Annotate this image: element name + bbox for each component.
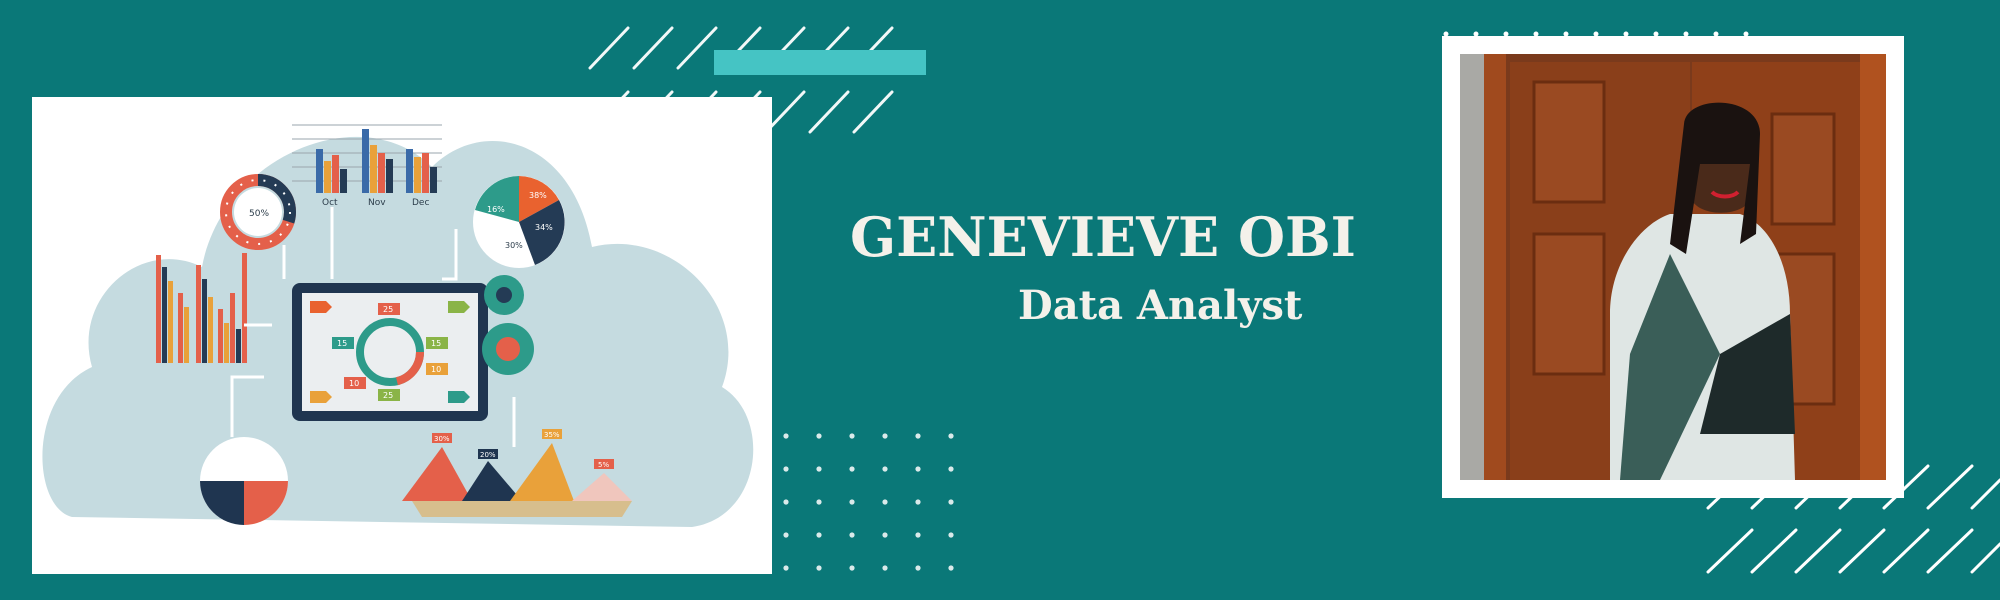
profile-name: GENEVIEVE OBI bbox=[850, 205, 1356, 269]
tablet-number-6: 25 bbox=[383, 391, 393, 400]
dot bbox=[948, 565, 954, 571]
accent-bar bbox=[714, 50, 926, 75]
dot bbox=[882, 532, 888, 538]
dot bbox=[783, 532, 789, 538]
mountain-label-4: 5% bbox=[598, 461, 609, 469]
dot bbox=[816, 532, 822, 538]
pie-label-1: 38% bbox=[529, 191, 547, 200]
bottom-pie-chart bbox=[200, 437, 288, 525]
dot bbox=[849, 565, 855, 571]
gear-icons bbox=[482, 275, 534, 375]
dot bbox=[816, 499, 822, 505]
mountain-chart: 30% 20% 35% 5% bbox=[402, 429, 632, 517]
vertical-bars bbox=[156, 253, 247, 363]
data-analytics-illustration: Oct Nov Dec 50% 38% 16% 34% bbox=[32, 97, 772, 574]
bar-label-oct: Oct bbox=[322, 198, 338, 208]
dot bbox=[882, 499, 888, 505]
tablet: 25 15 15 10 10 25 bbox=[292, 283, 488, 421]
dot bbox=[915, 433, 921, 439]
tablet-number-3: 15 bbox=[431, 339, 441, 348]
tablet-number-5: 10 bbox=[431, 365, 441, 374]
pie-label-4: 30% bbox=[505, 241, 523, 250]
dot bbox=[783, 565, 789, 571]
dot bbox=[882, 565, 888, 571]
bar-label-dec: Dec bbox=[412, 198, 429, 208]
dot bbox=[849, 532, 855, 538]
bar-chart: Oct Nov Dec bbox=[292, 124, 442, 208]
mountain-label-3: 35% bbox=[544, 431, 560, 439]
dot bbox=[882, 433, 888, 439]
mountain-label-2: 20% bbox=[480, 451, 496, 459]
dot bbox=[783, 466, 789, 472]
tablet-number-2: 15 bbox=[337, 339, 347, 348]
dot bbox=[816, 466, 822, 472]
cloud-illustration: Oct Nov Dec 50% 38% 16% 34% bbox=[42, 124, 754, 527]
profile-photo-frame bbox=[1442, 36, 1904, 498]
profile-role: Data Analyst bbox=[1018, 282, 1303, 329]
mountain-label-1: 30% bbox=[434, 435, 450, 443]
dot bbox=[882, 466, 888, 472]
dot bbox=[816, 433, 822, 439]
tablet-number-4: 10 bbox=[349, 379, 359, 388]
dot bbox=[948, 466, 954, 472]
dot bbox=[915, 532, 921, 538]
bar-label-nov: Nov bbox=[368, 198, 386, 208]
pie-label-2: 16% bbox=[487, 205, 505, 214]
pie-label-3: 34% bbox=[535, 223, 553, 232]
dot bbox=[948, 532, 954, 538]
donut-label: 50% bbox=[249, 209, 269, 219]
tablet-number-1: 25 bbox=[383, 305, 393, 314]
profile-photo bbox=[1460, 54, 1886, 480]
dot bbox=[915, 499, 921, 505]
dot bbox=[849, 466, 855, 472]
dot bbox=[915, 466, 921, 472]
dot bbox=[948, 499, 954, 505]
dot bbox=[849, 499, 855, 505]
dot bbox=[816, 565, 822, 571]
pie-chart: 38% 16% 34% 30% bbox=[473, 176, 565, 268]
dot bbox=[783, 499, 789, 505]
dot bbox=[948, 433, 954, 439]
dot bbox=[849, 433, 855, 439]
donut-chart: 50% bbox=[220, 174, 296, 250]
dot bbox=[783, 433, 789, 439]
dot bbox=[915, 565, 921, 571]
